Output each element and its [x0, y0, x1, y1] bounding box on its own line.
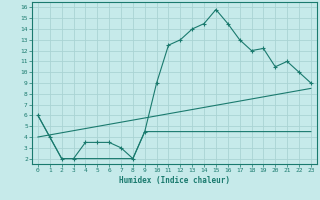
X-axis label: Humidex (Indice chaleur): Humidex (Indice chaleur): [119, 176, 230, 185]
